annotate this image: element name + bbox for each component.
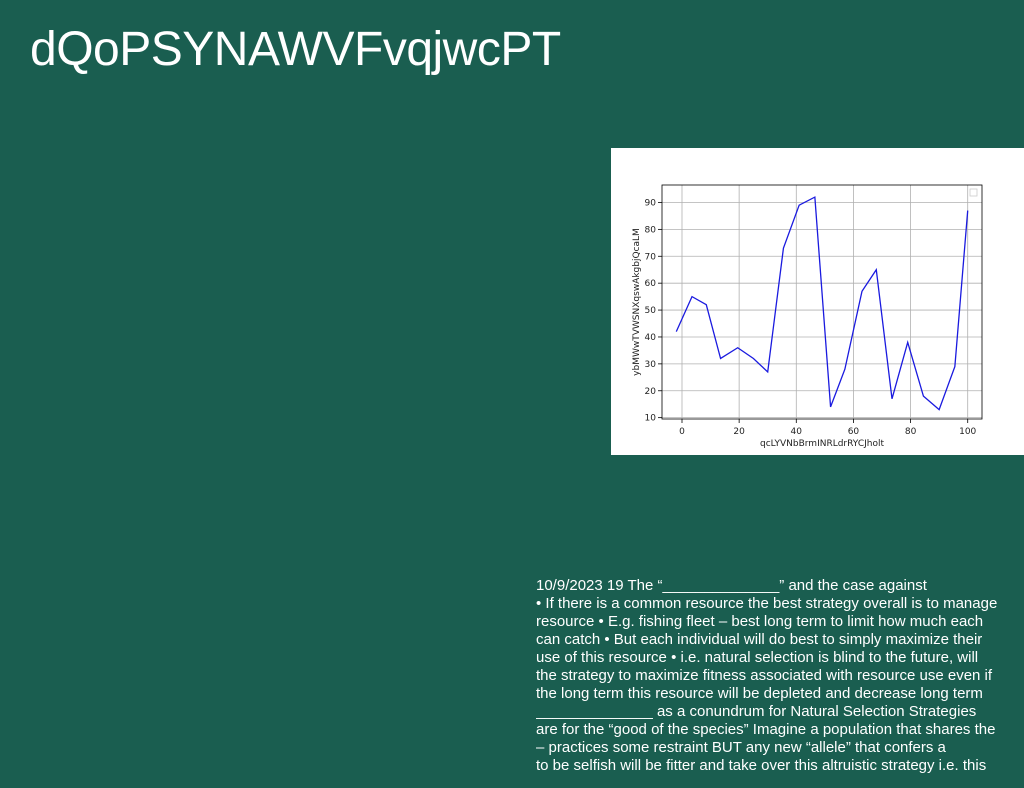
y-tick-label: 70	[645, 252, 657, 262]
x-tick-label: 60	[848, 427, 860, 437]
x-tick-label: 40	[791, 427, 803, 437]
y-tick-label: 80	[645, 225, 657, 235]
body-text-line: • If there is a common resource the best…	[536, 595, 998, 612]
body-text-line: the long term this resource will be depl…	[536, 685, 983, 702]
slide-body-text: 10/9/2023 19 The “______________” and th…	[536, 577, 1024, 775]
plot-frame	[661, 184, 983, 420]
body-text-line: are for the “good of the species” Imagin…	[536, 721, 996, 738]
series-line	[675, 196, 969, 411]
y-axis-label: ybMWwTVWSNXqswAkgbjQcaLM	[632, 228, 642, 376]
x-tick-label: 0	[679, 427, 685, 437]
x-tick-label: 20	[733, 427, 745, 437]
body-text-line: – practices some restraint BUT any new “…	[536, 739, 946, 756]
body-text-line: to be selfish will be fitter and take ov…	[536, 757, 987, 774]
y-tick-label: 20	[645, 387, 657, 397]
y-tick-label: 40	[645, 333, 657, 343]
body-text-line: 10/9/2023 19 The “______________” and th…	[536, 577, 927, 594]
x-axis-label: qcLYVNbBrmINRLdrRYCJholt	[760, 439, 884, 449]
y-tick-label: 10	[645, 414, 657, 424]
y-tick-label: 50	[645, 306, 657, 316]
body-text-line: can catch • But each individual will do …	[536, 631, 983, 648]
body-text-line: use of this resource • i.e. natural sele…	[536, 649, 979, 666]
body-text-line: the strategy to maximize fitness associa…	[536, 667, 993, 684]
body-text-line: ______________ as a conundrum for Natura…	[536, 703, 977, 720]
y-tick-label: 30	[645, 360, 657, 370]
x-tick-label: 100	[959, 427, 976, 437]
line-chart-svg: 0 20 40 60 80 100 10 20 30 40 50 60 70 80 90 qcLYVNbBrm…	[632, 184, 983, 449]
line-chart: 0 20 40 60 80 100 10 20 30 40 50 60 70 80 90 qcLYVNbBrm…	[611, 148, 1024, 455]
y-tick-label: 60	[645, 279, 657, 289]
x-tick-label: 80	[905, 427, 917, 437]
body-text-line: resource • E.g. fishing fleet – best lon…	[536, 613, 984, 630]
slide-title: dQoPSYNAWVFvqjwcPT	[30, 23, 561, 76]
legend-box	[969, 188, 978, 197]
y-tick-label: 90	[645, 198, 657, 208]
